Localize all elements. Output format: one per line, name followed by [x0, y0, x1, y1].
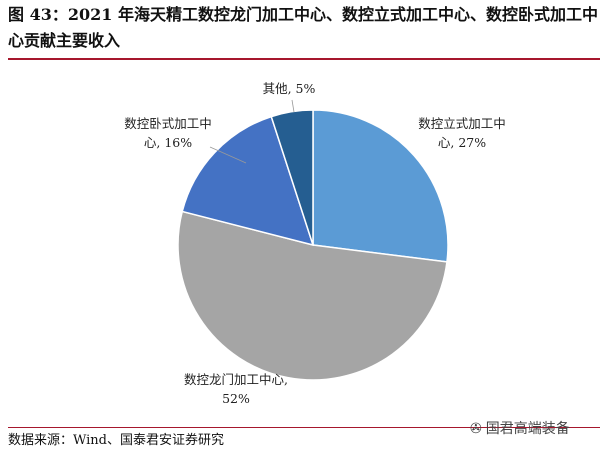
pie-slice	[181, 115, 315, 247]
leader-line	[209, 146, 247, 164]
slice-label: 数控龙门加工中心, 52%	[184, 372, 288, 406]
pie-slice	[270, 109, 314, 246]
slice-label: 数控卧式加工中心, 16%	[124, 116, 212, 150]
slice-label: 数控立式加工中心, 27%	[418, 116, 506, 150]
watermark: ✇ 国君高端装备	[470, 418, 570, 438]
footer-divider	[8, 427, 600, 428]
slice-label: 其他, 5%	[263, 81, 316, 96]
source-note: 数据来源：Wind、国泰君安证券研究	[8, 433, 224, 448]
wechat-icon: ✇	[470, 421, 482, 437]
leader-line	[291, 99, 295, 113]
title-divider	[8, 58, 600, 60]
pie-slice	[177, 210, 448, 381]
pie-slice	[312, 109, 449, 263]
chart-title: 图 43：2021 年海天精工数控龙门加工中心、数控立式加工中心、数控卧式加工中…	[8, 5, 598, 50]
watermark-text: 国君高端装备	[485, 421, 570, 437]
